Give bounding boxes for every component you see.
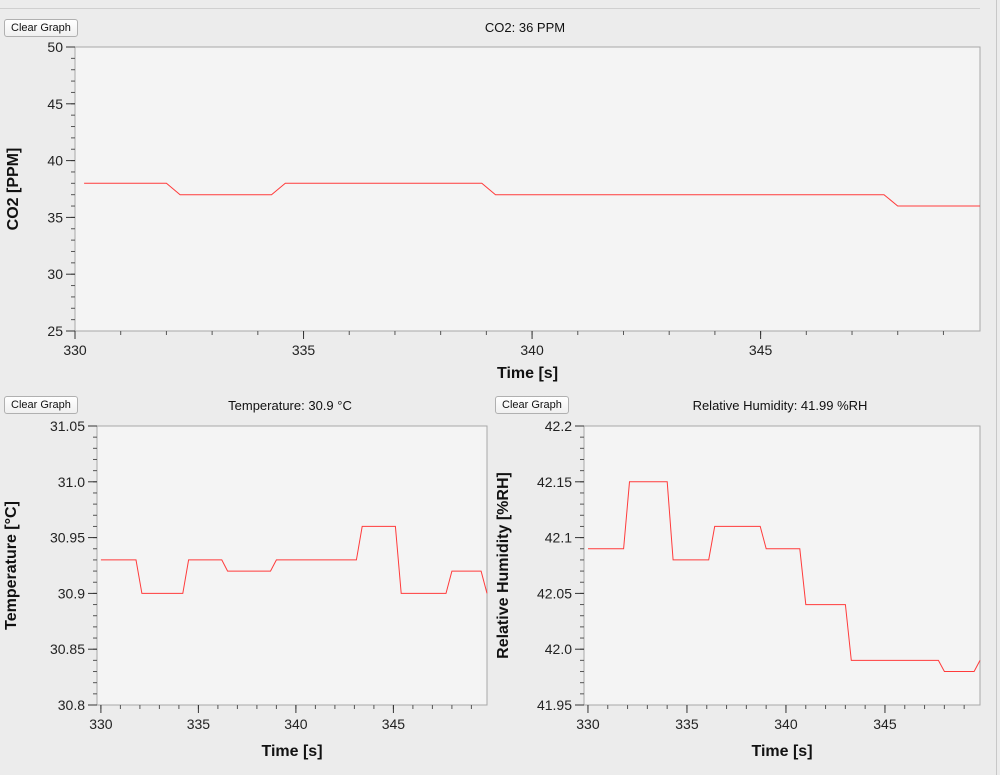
- clear-graph-button-humidity[interactable]: Clear Graph: [495, 396, 569, 414]
- temperature-data-line: [100, 525, 488, 594]
- clear-graph-button-temperature[interactable]: Clear Graph: [4, 396, 78, 414]
- co2-y-axis-label: CO2 [PPM]: [5, 148, 22, 231]
- temperature-y-tick-label: 30.95: [50, 530, 85, 546]
- temperature-y-tick-label: 30.9: [58, 585, 85, 601]
- humidity-x-tick-label: 330: [576, 716, 600, 732]
- co2-x-tick-label: 340: [520, 342, 544, 358]
- co2-x-tick-label: 345: [749, 342, 773, 358]
- temperature-chart-title: Temperature: 30.9 °C: [228, 398, 352, 413]
- humidity-y-tick-label: 42.15: [537, 474, 572, 490]
- co2-x-tick-label: 335: [292, 342, 316, 358]
- co2-x-axis-label: Time [s]: [497, 365, 558, 382]
- humidity-x-axis-label: Time [s]: [751, 743, 812, 760]
- temperature-x-tick-label: 330: [89, 716, 113, 732]
- temperature-y-tick-label: 30.8: [58, 697, 85, 713]
- temperature-y-tick-label: 31.05: [50, 418, 85, 434]
- top-divider: [0, 8, 980, 9]
- temperature-y-tick-label: 30.85: [50, 641, 85, 657]
- temperature-plot-area: [96, 425, 488, 706]
- co2-y-tick-label: 45: [47, 96, 63, 112]
- humidity-chart-title: Relative Humidity: 41.99 %RH: [692, 398, 868, 413]
- co2-y-tick-label: 30: [47, 266, 63, 282]
- humidity-x-tick-label: 340: [774, 716, 798, 732]
- temperature-y-tick-label: 31.0: [58, 474, 85, 490]
- temperature-x-tick-label: 345: [382, 716, 406, 732]
- co2-chart-title: CO2: 36 PPM: [484, 20, 566, 35]
- humidity-y-axis-label: Relative Humidity [%RH]: [495, 472, 512, 659]
- co2-y-tick-label: 40: [47, 153, 63, 169]
- humidity-x-tick-label: 345: [873, 716, 897, 732]
- co2-y-tick-label: 50: [47, 39, 63, 55]
- co2-y-tick-label: 25: [47, 323, 63, 339]
- humidity-x-tick-label: 335: [675, 716, 699, 732]
- temperature-y-axis-label: Temperature [°C]: [3, 501, 20, 630]
- temperature-x-tick-label: 335: [187, 716, 211, 732]
- humidity-y-tick-label: 41.95: [537, 697, 572, 713]
- humidity-data-line: [588, 481, 981, 672]
- co2-data-line: [84, 182, 980, 207]
- humidity-y-tick-label: 42.0: [545, 641, 572, 657]
- co2-x-tick-label: 330: [63, 342, 87, 358]
- humidity-y-tick-label: 42.2: [545, 418, 572, 434]
- window-edge: [996, 0, 997, 775]
- temperature-x-axis-label: Time [s]: [261, 743, 322, 760]
- humidity-y-tick-label: 42.1: [545, 530, 572, 546]
- humidity-plot-area: [583, 425, 981, 706]
- co2-plot-area: [74, 46, 981, 332]
- co2-y-tick-label: 35: [47, 209, 63, 225]
- humidity-y-tick-label: 42.05: [537, 585, 572, 601]
- temperature-x-tick-label: 340: [284, 716, 308, 732]
- clear-graph-button-co2[interactable]: Clear Graph: [4, 19, 78, 37]
